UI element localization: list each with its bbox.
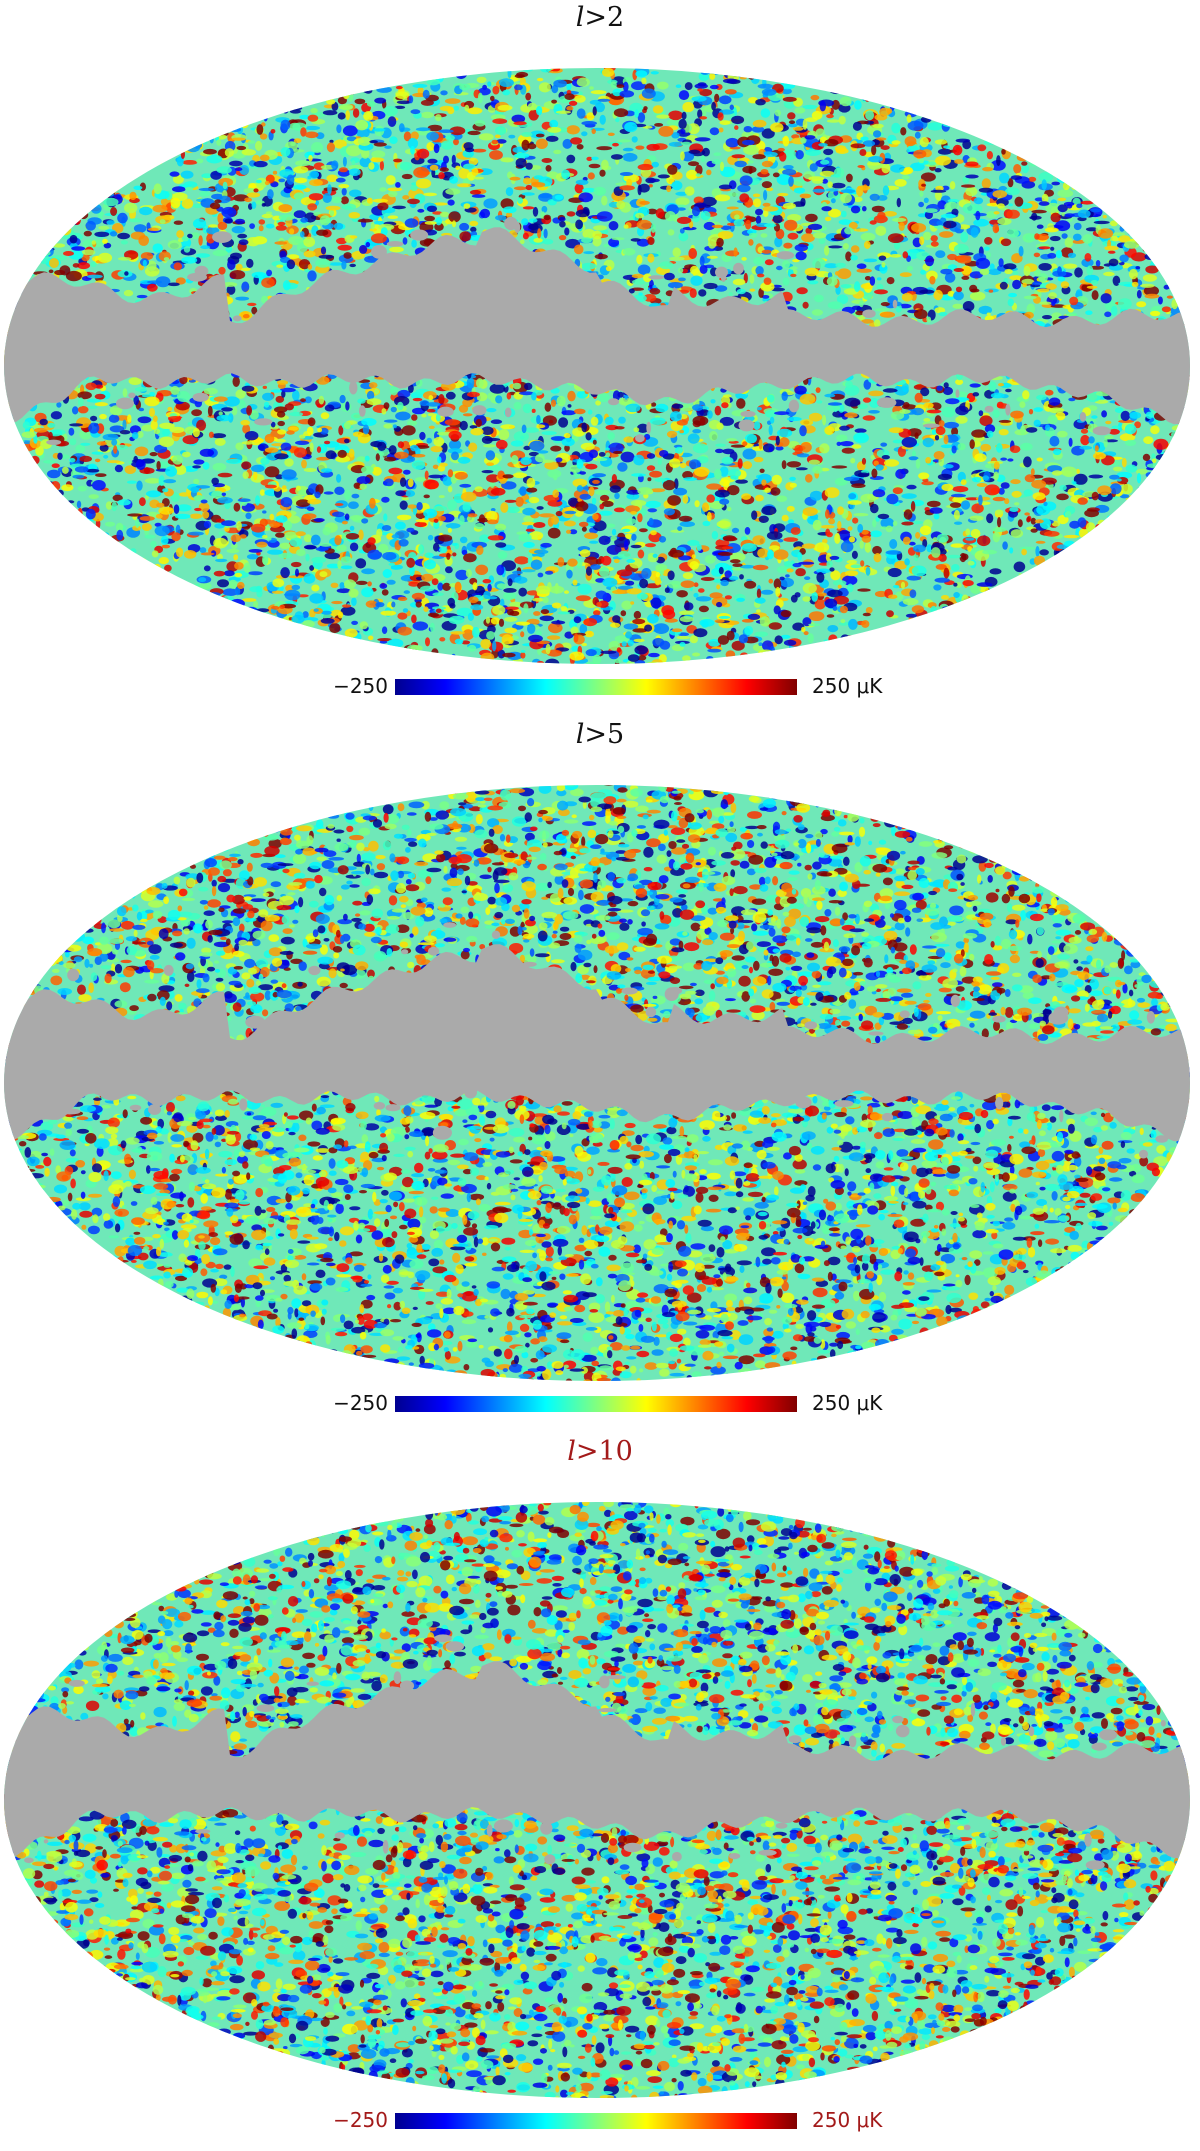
- title-rest: >2: [584, 2, 624, 33]
- panel-title: l>5: [0, 719, 1200, 750]
- colorbar-max-label: 250 μK: [812, 1391, 882, 1415]
- colorbar-gradient: [395, 679, 797, 695]
- title-var: l: [576, 2, 585, 33]
- colorbar-gradient: [395, 1396, 797, 1412]
- sky-map: [4, 68, 1190, 664]
- title-var: l: [567, 1436, 576, 1467]
- panel-l5: l>5 −250 250 μK: [0, 717, 1200, 1434]
- colorbar-max-label: 250 μK: [812, 2108, 882, 2132]
- title-rest: >5: [584, 719, 624, 750]
- galactic-mask: [4, 944, 1190, 1142]
- galactic-mask: [4, 1661, 1190, 1859]
- panel-title: l>10: [0, 1436, 1200, 1467]
- colorbar-gradient: [395, 2113, 797, 2129]
- panel-l2: l>2 −250 250 μK: [0, 0, 1200, 717]
- colorbar: −250 250 μK: [0, 2108, 1200, 2134]
- colorbar-min-label: −250: [333, 674, 388, 698]
- title-var: l: [576, 719, 585, 750]
- sky-map: [4, 1502, 1190, 2098]
- galactic-mask: [4, 227, 1190, 425]
- panel-title: l>2: [0, 2, 1200, 33]
- colorbar: −250 250 μK: [0, 674, 1200, 700]
- sky-texture: [4, 1502, 1190, 2098]
- colorbar-max-label: 250 μK: [812, 674, 882, 698]
- colorbar-min-label: −250: [333, 1391, 388, 1415]
- sky-texture: [4, 785, 1190, 1381]
- panel-l10: l>10 −250 250 μK: [0, 1434, 1200, 2151]
- sky-texture: [4, 68, 1190, 664]
- colorbar: −250 250 μK: [0, 1391, 1200, 1417]
- colorbar-min-label: −250: [333, 2108, 388, 2132]
- point-source-mask: [46, 216, 1111, 445]
- title-rest: >10: [576, 1436, 633, 1467]
- sky-map: [4, 785, 1190, 1381]
